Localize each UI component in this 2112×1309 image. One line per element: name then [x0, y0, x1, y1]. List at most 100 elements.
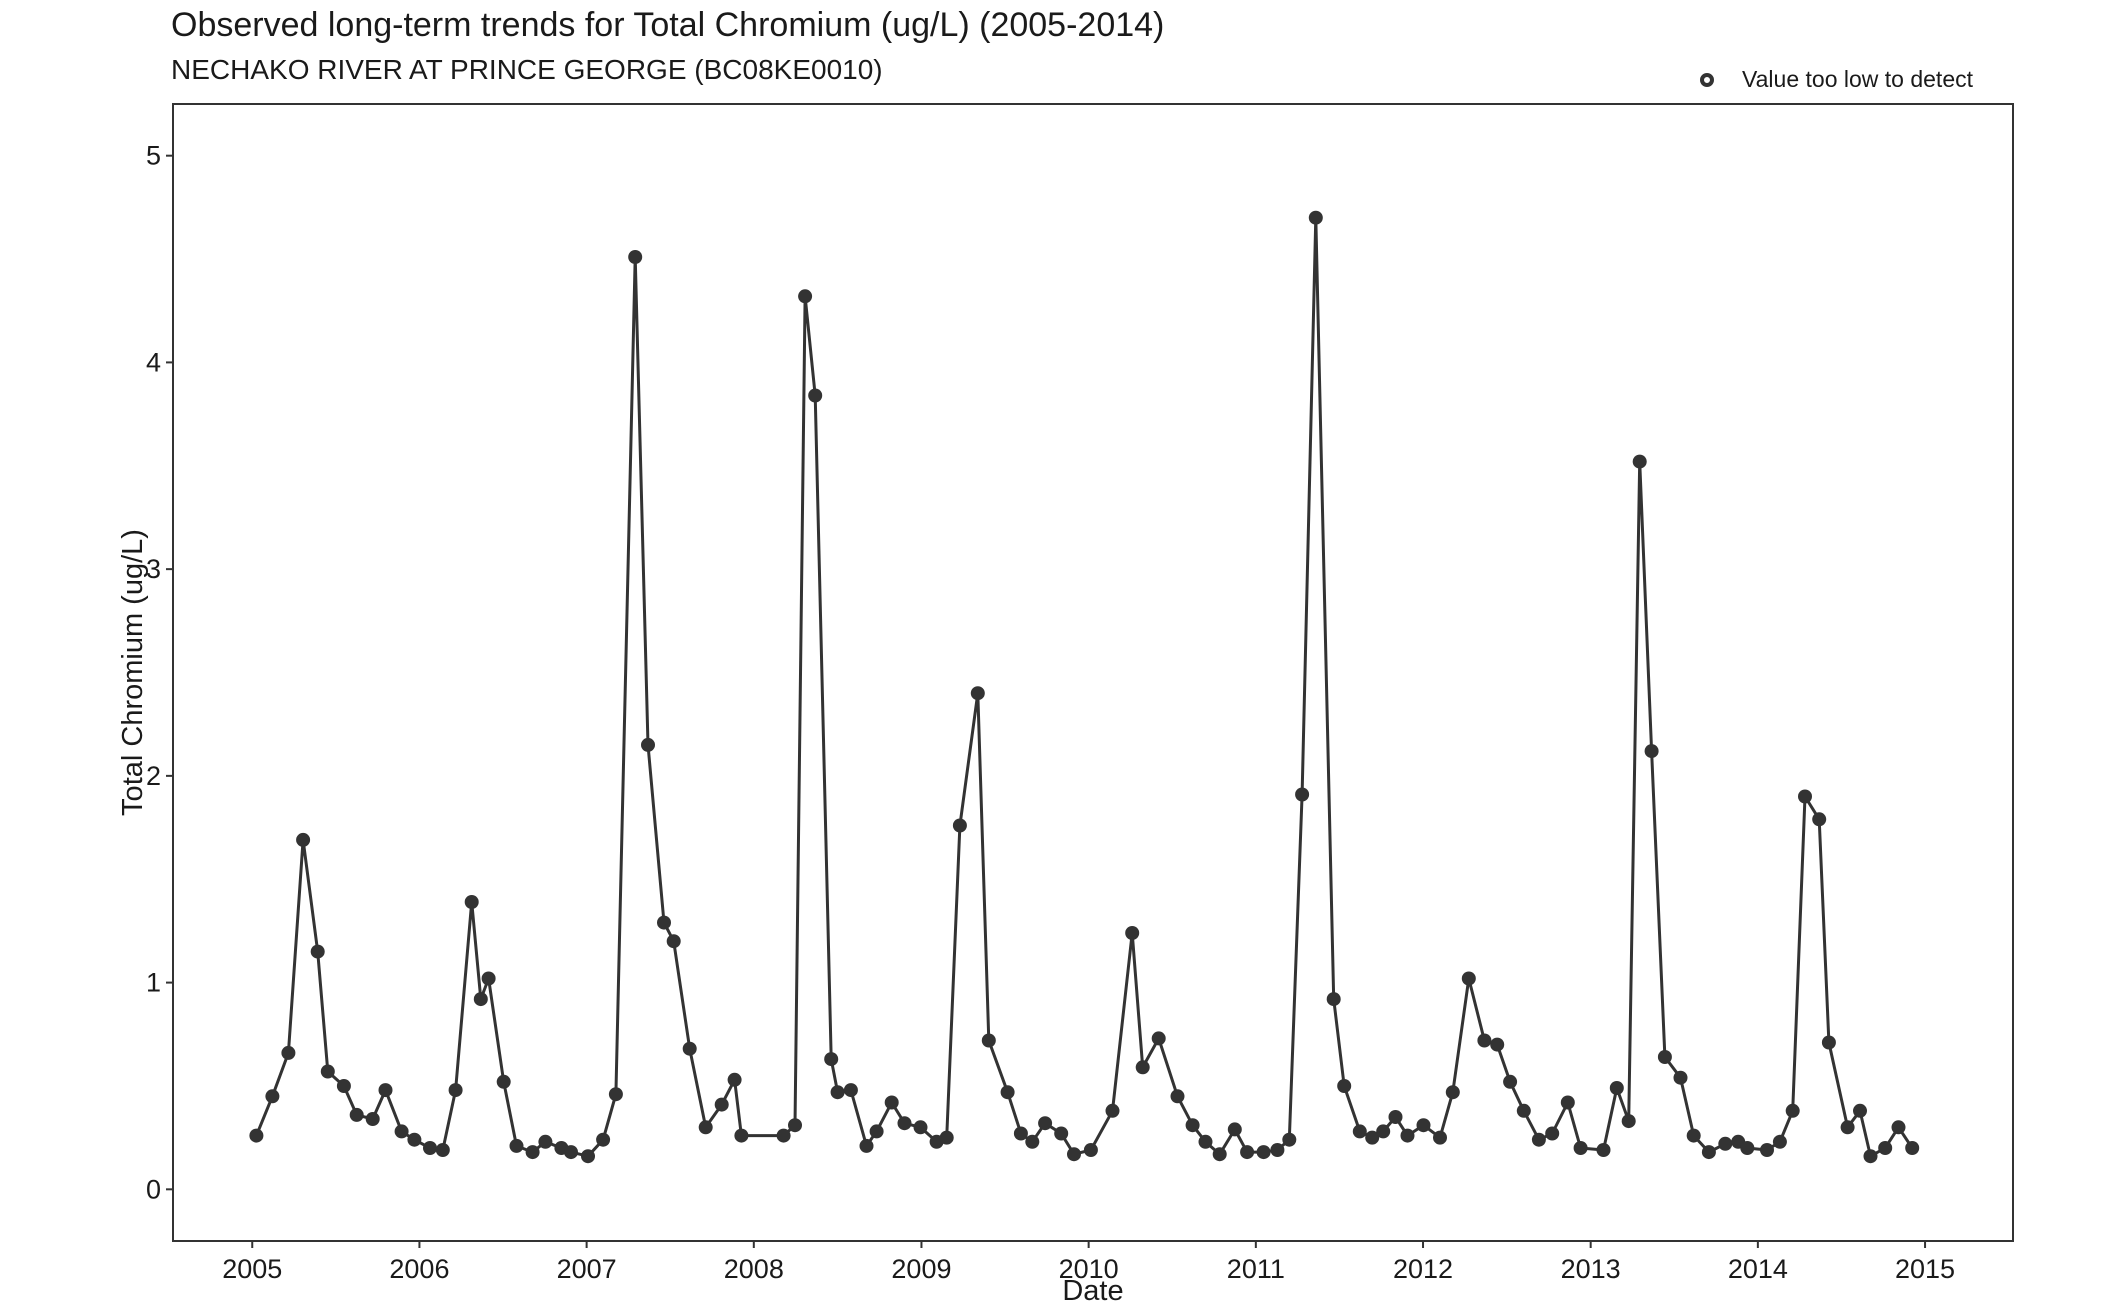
data-point — [897, 1116, 912, 1131]
data-point — [1326, 992, 1341, 1007]
data-point — [581, 1149, 595, 1164]
y-tick-label: 2 — [146, 761, 161, 791]
data-point — [628, 250, 643, 264]
data-point — [830, 1085, 845, 1100]
x-tick-label: 2007 — [557, 1254, 617, 1284]
x-tick-label: 2006 — [389, 1254, 449, 1284]
x-tick-label: 2010 — [1059, 1254, 1119, 1284]
data-point — [1198, 1134, 1213, 1149]
data-point — [952, 818, 967, 833]
data-point — [1821, 1035, 1836, 1050]
data-point — [1445, 1085, 1460, 1100]
data-point — [1644, 744, 1659, 759]
x-tick-label: 2012 — [1393, 1254, 1453, 1284]
data-point — [1282, 1132, 1297, 1147]
plot-panel-border — [172, 103, 2014, 1242]
data-point — [714, 1097, 729, 1112]
x-tick-label: 2008 — [724, 1254, 784, 1284]
data-point — [1227, 1122, 1242, 1137]
data-point — [310, 944, 325, 959]
data-point — [1621, 1114, 1636, 1129]
y-tick-label: 3 — [146, 554, 161, 584]
data-point — [939, 1130, 954, 1145]
data-point — [1503, 1074, 1518, 1089]
data-point — [1400, 1128, 1415, 1143]
data-point — [538, 1134, 553, 1149]
data-point — [394, 1124, 409, 1139]
y-tick-label: 5 — [146, 141, 161, 171]
data-point — [1905, 1141, 1920, 1155]
data-point — [365, 1112, 380, 1126]
x-tick-label: 2011 — [1227, 1254, 1285, 1284]
data-point — [1673, 1070, 1688, 1085]
data-point — [657, 915, 671, 930]
data-point — [776, 1128, 791, 1143]
data-point — [608, 1087, 623, 1102]
data-point — [1013, 1126, 1028, 1141]
data-point — [1840, 1120, 1855, 1135]
legend-label: Value too low to detect — [1742, 66, 1973, 92]
data-point — [1295, 787, 1310, 802]
data-point — [734, 1128, 749, 1143]
x-tick-label: 2015 — [1895, 1254, 1955, 1284]
y-tick-label: 1 — [146, 968, 161, 998]
data-point — [1632, 454, 1647, 469]
data-point — [1151, 1031, 1166, 1046]
data-point — [1308, 210, 1323, 225]
data-point — [1365, 1130, 1380, 1145]
data-point — [265, 1089, 280, 1104]
data-point — [1135, 1060, 1150, 1075]
data-point — [869, 1124, 884, 1139]
data-point — [1798, 789, 1812, 804]
data-point — [1054, 1126, 1069, 1141]
data-point — [481, 971, 496, 986]
data-point — [1772, 1134, 1787, 1149]
data-point — [423, 1141, 437, 1155]
data-point — [509, 1138, 524, 1153]
data-point — [981, 1033, 996, 1048]
data-point — [1083, 1143, 1098, 1157]
data-point — [1863, 1149, 1878, 1164]
x-tick-label: 2013 — [1561, 1254, 1621, 1284]
x-tick-label: 2009 — [891, 1254, 951, 1284]
data-point — [1433, 1130, 1447, 1145]
y-tick-label: 0 — [146, 1174, 161, 1204]
data-point — [884, 1095, 899, 1110]
data-point — [1240, 1145, 1255, 1160]
data-point — [1686, 1128, 1701, 1143]
data-point — [435, 1143, 450, 1157]
data-point — [1352, 1124, 1367, 1139]
data-point — [1038, 1116, 1053, 1131]
data-point — [913, 1120, 928, 1135]
data-point — [1477, 1033, 1492, 1048]
data-point — [1891, 1120, 1906, 1135]
data-point — [249, 1128, 264, 1143]
y-axis-title: Total Chromium (ug/L) — [117, 529, 149, 816]
data-point — [1531, 1132, 1546, 1147]
data-point — [1878, 1141, 1893, 1155]
data-point — [1573, 1141, 1588, 1155]
data-point — [1560, 1095, 1575, 1110]
data-point — [1609, 1081, 1624, 1095]
data-point — [808, 388, 823, 403]
series-line — [255, 216, 1914, 1158]
data-point — [1067, 1147, 1081, 1162]
data-point — [843, 1083, 858, 1098]
data-point — [1270, 1143, 1285, 1157]
data-point — [473, 992, 488, 1007]
chart-title: Observed long-term trends for Total Chro… — [171, 6, 1165, 44]
data-point — [464, 895, 479, 909]
x-tick-label: 2014 — [1728, 1254, 1788, 1284]
data-point — [1785, 1103, 1800, 1118]
data-point — [824, 1052, 839, 1067]
data-point — [1718, 1136, 1733, 1151]
data-point — [281, 1045, 296, 1060]
data-point — [448, 1083, 463, 1098]
data-point — [1545, 1126, 1560, 1141]
data-point — [320, 1064, 335, 1079]
data-point — [798, 289, 813, 304]
data-point — [1388, 1110, 1403, 1124]
data-point — [1376, 1124, 1391, 1139]
legend: Value too low to detect — [1700, 66, 1973, 93]
data-point — [1516, 1103, 1531, 1118]
